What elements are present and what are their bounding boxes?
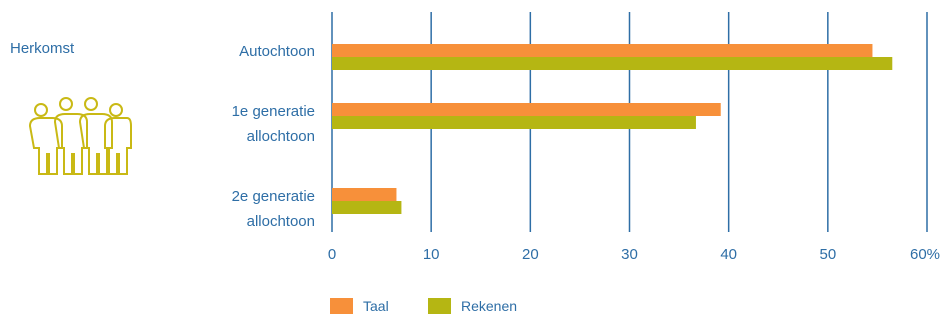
x-tick-label: 60% <box>910 246 940 263</box>
category-label: Autochtoon <box>239 39 315 64</box>
legend-item-rekenen: Rekenen <box>428 298 517 314</box>
x-tick-label: 10 <box>423 246 440 263</box>
legend-swatch <box>330 298 353 314</box>
category-label-line: allochtoon <box>246 213 315 230</box>
x-tick-label: 20 <box>522 246 539 263</box>
bar-rekenen-1 <box>332 57 893 70</box>
legend-label: Rekenen <box>461 298 518 314</box>
x-tick-label: 30 <box>621 246 638 263</box>
x-tick-label: 0 <box>328 246 336 263</box>
category-label-line: allochtoon <box>246 128 315 145</box>
category-label-line: Autochtoon <box>239 43 315 60</box>
legend-label: Taal <box>363 298 389 314</box>
people-group-icon <box>28 97 132 175</box>
bar-taal-3 <box>332 188 397 201</box>
bar-rekenen-3 <box>332 201 402 214</box>
category-label: 2e generatie allochtoon <box>232 184 315 234</box>
category-label-line: 2e generatie <box>231 188 315 205</box>
bar-rekenen-2 <box>332 116 696 129</box>
bar-taal-1 <box>332 44 873 57</box>
category-label-line: 1e generatie <box>231 103 315 120</box>
bar-taal-2 <box>332 103 721 116</box>
category-label: 1e generatie allochtoon <box>232 99 315 149</box>
legend-swatch <box>428 298 451 314</box>
legend-item-taal: Taal <box>330 298 389 314</box>
x-tick-label: 40 <box>720 246 737 263</box>
x-tick-label: 50 <box>819 246 836 263</box>
section-label: Herkomst <box>10 40 75 57</box>
